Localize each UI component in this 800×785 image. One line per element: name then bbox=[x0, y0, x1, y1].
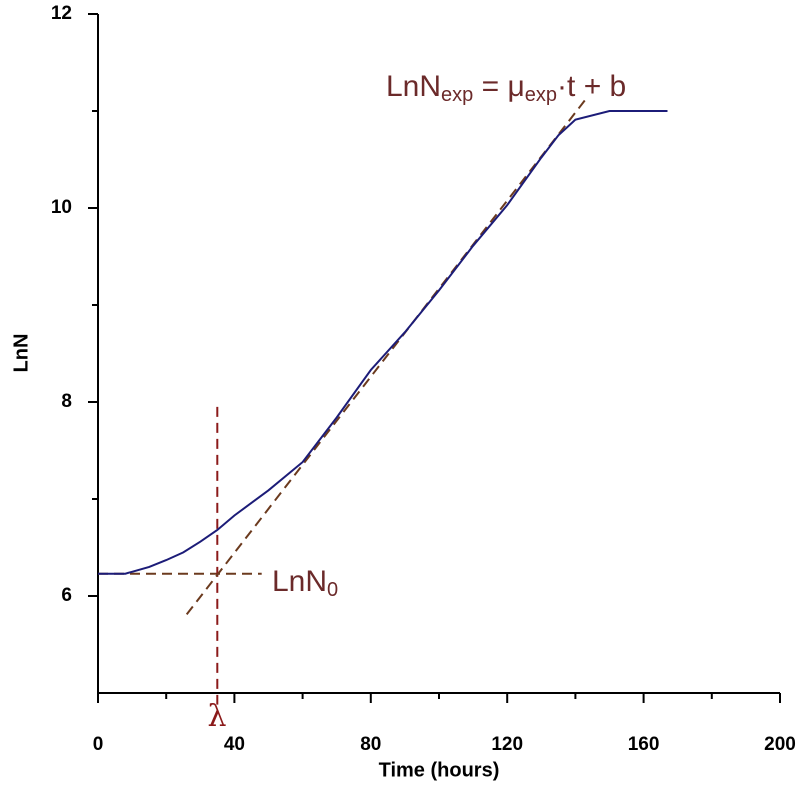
x-tick-label: 40 bbox=[224, 734, 245, 755]
x-tick-label: 80 bbox=[360, 734, 381, 755]
n0-label: LnN0 bbox=[272, 565, 338, 601]
x-tick-label: 120 bbox=[491, 734, 523, 755]
equation-sub: exp bbox=[525, 84, 557, 106]
x-tick-label: 200 bbox=[764, 734, 796, 755]
growth-curve bbox=[98, 110, 668, 575]
y-tick-label: 12 bbox=[51, 3, 72, 24]
n0-label-sub: 0 bbox=[327, 579, 338, 601]
tangent-line bbox=[185, 98, 587, 616]
equation: LnNexp = μexp·t + b bbox=[386, 70, 626, 106]
y-tick-label: 8 bbox=[61, 391, 72, 412]
x-tick-label: 160 bbox=[628, 734, 660, 755]
equation-sub: exp bbox=[441, 84, 473, 106]
equation-part: LnN bbox=[386, 70, 441, 103]
y-tick-label: 10 bbox=[51, 197, 72, 218]
equation-part: = μ bbox=[473, 70, 524, 103]
equation-part: ·t + b bbox=[557, 70, 626, 103]
x-axis-title: Time (hours) bbox=[379, 759, 500, 781]
y-axis-title: LnN bbox=[10, 334, 32, 373]
lambda-label: λ bbox=[207, 699, 226, 734]
y-tick-label: 6 bbox=[61, 585, 72, 606]
n0-label-part: LnN bbox=[272, 565, 327, 598]
x-tick-label: 0 bbox=[93, 734, 104, 755]
